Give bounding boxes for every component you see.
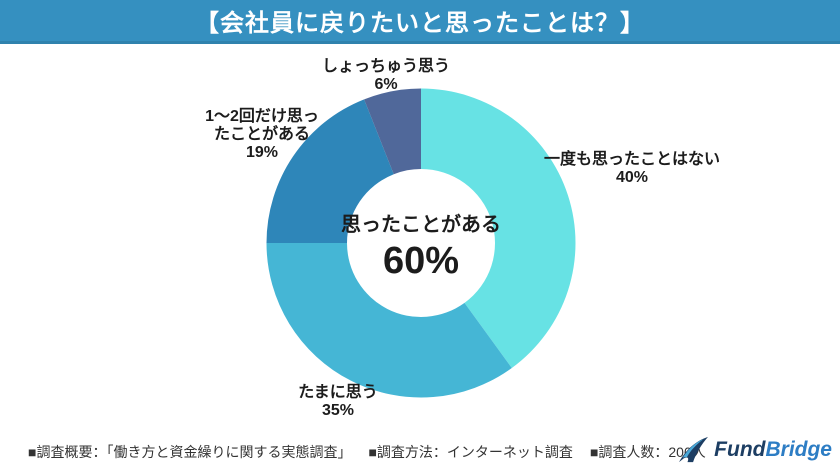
logo-wordmark: FundBridge bbox=[714, 438, 832, 462]
survey-method-note: ■調査方法：インターネット調査 bbox=[368, 444, 573, 460]
slice-label-pct: 35% bbox=[321, 402, 355, 419]
survey-overview-note: ■調査概要：「働き方と資金繰りに関する実態調査」 bbox=[28, 444, 352, 460]
slice-label-pct: 6% bbox=[374, 76, 398, 93]
slice-label-text: 1〜2回だけ思っ bbox=[205, 108, 319, 125]
donut-center-value: 60% bbox=[382, 240, 460, 282]
donut-center-text: 思ったことがある bbox=[341, 214, 501, 236]
slice-label-pct: 40% bbox=[615, 169, 649, 186]
donut-slice bbox=[421, 88, 576, 368]
sail-icon bbox=[679, 436, 709, 463]
fundbridge-logo: FundBridge bbox=[678, 436, 832, 464]
donut-slice bbox=[364, 88, 421, 175]
slice-label-text: 一度も思ったことはない bbox=[543, 151, 720, 168]
slice-label-once-twice: 1〜2回だけ思っ たことがある 19% bbox=[182, 108, 342, 162]
slice-label-text: たまに思う bbox=[298, 384, 378, 401]
slice-label-often: しょっちゅう思う 6% bbox=[306, 58, 466, 94]
slice-label-pct: 19% bbox=[245, 144, 279, 161]
slice-label-never: 一度も思ったことはない 40% bbox=[537, 151, 727, 187]
donut-center-label: 思ったことがある 60% bbox=[321, 213, 521, 283]
donut-chart bbox=[266, 88, 576, 398]
logo-bridge-text: Bridge bbox=[765, 438, 832, 461]
header-bar: 【会社員に戻りたいと思ったことは？】 bbox=[0, 0, 840, 44]
page-title: 【会社員に戻りたいと思ったことは？】 bbox=[195, 10, 645, 37]
slice-label-text: しょっちゅう思う bbox=[321, 58, 450, 75]
donut-slice bbox=[266, 243, 512, 398]
logo-fund-text: Fund bbox=[714, 438, 766, 461]
slice-label-text: たことがある bbox=[213, 126, 310, 143]
survey-count-note: ■調査人数：200人 bbox=[589, 444, 706, 460]
donut-slice bbox=[266, 99, 394, 243]
slice-label-sometimes: たまに思う 35% bbox=[258, 384, 418, 420]
footer-notes: ■調査概要：「働き方と資金繰りに関する実態調査」 ■調査方法：インターネット調査… bbox=[28, 442, 706, 462]
